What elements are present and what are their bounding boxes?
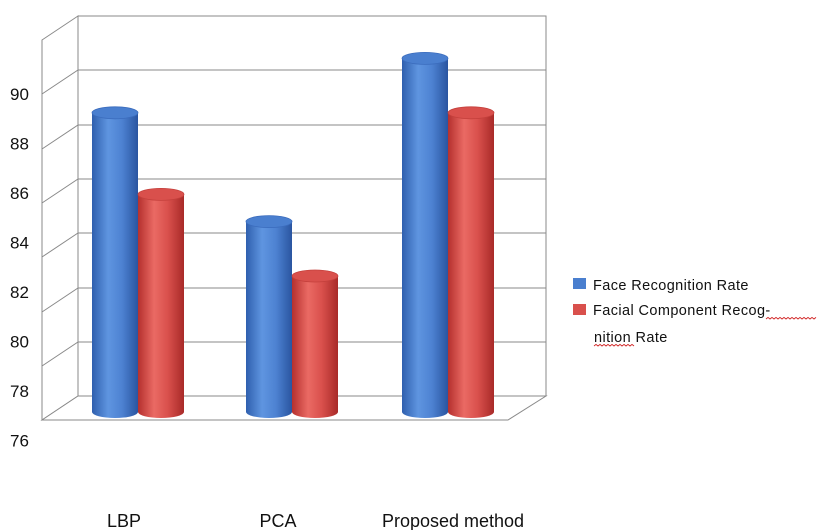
spellcheck-underline [765, 316, 817, 320]
legend-label-line: nition Rate [594, 330, 668, 346]
legend: Face Recognition Rate Facial Component Re… [573, 278, 817, 347]
gridline [41, 178, 546, 204]
x-category-label: LBP [107, 511, 141, 530]
gridline [41, 287, 546, 313]
y-axis-ticks: 90 88 86 84 82 80 78 76 [10, 85, 29, 451]
gridline [41, 232, 546, 258]
x-category-label: Proposed method [382, 511, 524, 530]
bar-proposed-method-series-2 [447, 106, 495, 419]
bar-pca-series-2 [291, 269, 339, 418]
bar-pca-series-1 [245, 215, 293, 418]
bar-lbp-series-2 [137, 187, 185, 418]
bar-lbp-series-1 [91, 106, 139, 419]
gridline [41, 124, 546, 150]
spellcheck-underline [593, 343, 635, 347]
y-tick-label: 86 [10, 184, 29, 203]
y-tick-label: 84 [10, 234, 29, 253]
x-axis-categories: LBP PCA Proposed method [107, 511, 524, 530]
legend-swatch-face-recognition [573, 278, 586, 289]
y-tick-label: 80 [10, 333, 29, 352]
y-tick-label: 88 [10, 135, 29, 154]
legend-label-line: Face Recognition Rate [593, 278, 749, 294]
legend-label-line: Facial Component Recog- [593, 303, 771, 319]
gridline [41, 341, 546, 367]
y-tick-label: 76 [10, 432, 29, 451]
legend-swatch-facial-component [573, 304, 586, 315]
y-tick-label: 78 [10, 382, 29, 401]
y-tick-label: 82 [10, 283, 29, 302]
bars [91, 52, 495, 419]
gridline [41, 69, 546, 95]
x-category-label: PCA [259, 511, 296, 530]
side-wall [41, 15, 79, 421]
gridlines [41, 69, 546, 367]
bar-proposed-method-series-1 [401, 52, 449, 419]
y-tick-label: 90 [10, 85, 29, 104]
